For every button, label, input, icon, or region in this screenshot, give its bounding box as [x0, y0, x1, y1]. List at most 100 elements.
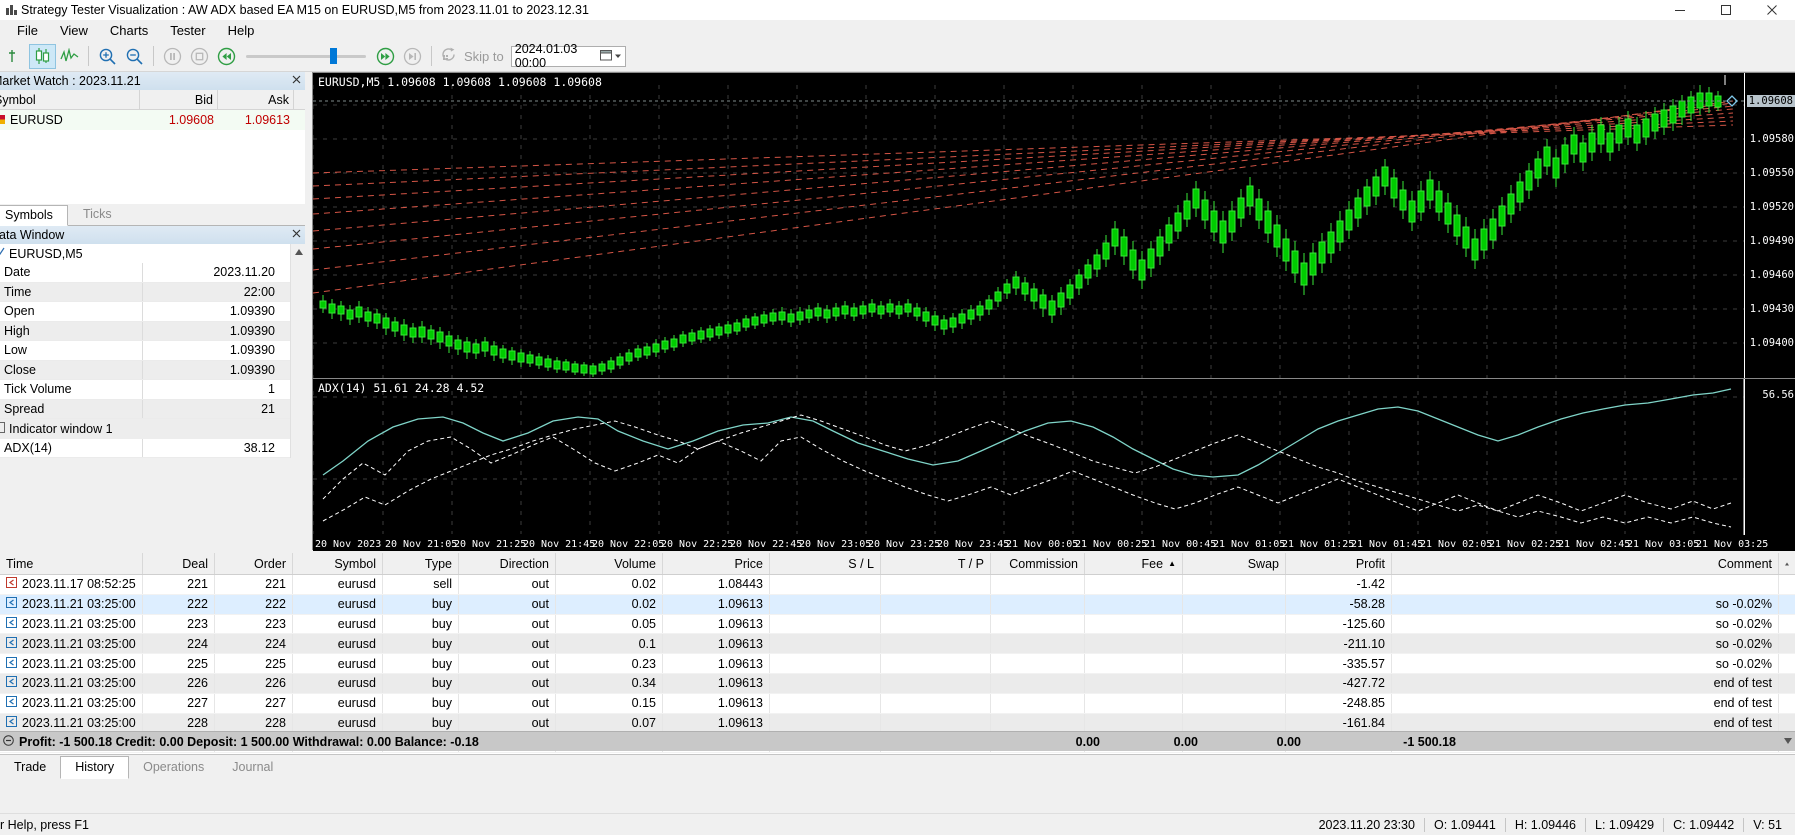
cell-swap	[1183, 614, 1286, 634]
cell-fee	[1085, 575, 1183, 594]
cell-price: 1.09613	[663, 634, 770, 654]
column-header-profit[interactable]: Profit	[1286, 553, 1392, 574]
column-header-time[interactable]: Time	[0, 553, 143, 574]
stop-icon[interactable]	[186, 44, 213, 69]
speed-slider[interactable]	[246, 46, 366, 66]
minimize-button[interactable]	[1657, 0, 1703, 20]
table-row[interactable]: 2023.11.21 03:25:00 227 227 eurusd buy out 0.1…	[0, 693, 1795, 714]
table-scrollbar-track[interactable]	[1779, 615, 1795, 634]
chart-container[interactable]: EURUSD,M5 1.09608 1.09608 1.09608 1.0960…	[312, 72, 1795, 551]
chevron-down-icon[interactable]	[614, 49, 622, 63]
table-scrollbar-track[interactable]	[1779, 694, 1795, 713]
menu-file[interactable]: File	[17, 23, 38, 38]
table-scrollbar-track[interactable]	[1779, 575, 1795, 594]
table-row[interactable]: 2023.11.21 03:25:00 228 228 eurusd buy out 0.0…	[0, 713, 1795, 734]
price-tick: 1.09430	[1749, 303, 1794, 315]
menu-help[interactable]: Help	[227, 23, 255, 38]
column-header-volume[interactable]: Volume	[556, 553, 663, 574]
table-scrollbar-track[interactable]	[1779, 714, 1795, 733]
cell-profit: -248.85	[1286, 693, 1392, 713]
candlestick-chart-icon[interactable]	[29, 43, 56, 69]
zoom-out-icon[interactable]	[121, 44, 148, 69]
table-scrollbar-track[interactable]	[1779, 654, 1795, 673]
column-header-sl[interactable]: S / L	[770, 553, 881, 574]
scroll-up-icon[interactable]	[291, 244, 306, 259]
maximize-button[interactable]	[1703, 0, 1749, 20]
minus-circle-icon[interactable]	[3, 734, 14, 749]
column-header-commission[interactable]: Commission	[991, 553, 1085, 574]
table-row[interactable]: 2023.11.17 08:52:25 221 221 eurusd sell out 0.…	[0, 575, 1795, 595]
data-window-scrollbar[interactable]	[290, 244, 306, 458]
adx-indicator-chart[interactable]: ADX(14) 51.61 24.28 4.52	[313, 378, 1795, 551]
table-row[interactable]: 2023.11.21 03:25:00 225 225 eurusd buy out 0.2…	[0, 654, 1795, 674]
tab-journal[interactable]: Journal	[232, 760, 274, 774]
tab-operations[interactable]: Operations	[143, 760, 205, 774]
skip-to-group: Skip to	[441, 46, 504, 66]
table-row[interactable]: 2023.11.21 03:25:00 224 224 eurusd buy out 0.1…	[0, 634, 1795, 655]
tab-symbols[interactable]: Symbols	[0, 205, 68, 226]
cell-volume: 0.15	[556, 693, 663, 713]
price-chart[interactable]: EURUSD,M5 1.09608 1.09608 1.09608 1.0960…	[313, 73, 1795, 378]
table-scrollbar-track[interactable]	[1779, 634, 1795, 653]
data-row-label: Low	[0, 341, 143, 360]
column-header-comment[interactable]: Comment	[1392, 553, 1779, 574]
close-icon[interactable]	[292, 73, 301, 87]
column-header-type[interactable]: Type	[383, 553, 459, 574]
zoom-in-icon[interactable]	[94, 44, 121, 69]
cell-volume: 0.02	[556, 594, 663, 614]
slider-handle[interactable]	[330, 48, 337, 64]
column-header-swap[interactable]: Swap	[1183, 553, 1286, 574]
step-forward-icon[interactable]	[399, 44, 426, 69]
menu-tester[interactable]: Tester	[170, 23, 206, 38]
table-row[interactable]: 2023.11.21 03:25:00 223 223 eurusd buy out 0.0…	[0, 614, 1795, 635]
tab-history[interactable]: History	[60, 756, 130, 779]
data-window-indicator-group[interactable]: Indicator window 1	[0, 419, 305, 439]
pause-icon[interactable]	[159, 44, 186, 69]
table-row[interactable]: 2023.11.21 03:25:00 226 226 eurusd buy out 0.3…	[0, 673, 1795, 694]
crosshair-tool-icon[interactable]	[2, 44, 29, 69]
cell-direction: out	[459, 614, 556, 634]
cell-tp	[881, 673, 991, 693]
scroll-down-icon[interactable]	[1784, 737, 1792, 746]
market-watch-empty-area	[0, 130, 305, 204]
column-header-price[interactable]: Price	[663, 553, 770, 574]
close-icon[interactable]	[292, 227, 301, 241]
column-header-symbol[interactable]: Symbol	[293, 553, 383, 574]
tab-trade[interactable]: Trade	[14, 760, 47, 774]
menu-view[interactable]: View	[59, 23, 88, 38]
cell-commission	[991, 614, 1085, 634]
table-scrollbar-track[interactable]	[1779, 674, 1795, 693]
close-button[interactable]	[1749, 0, 1795, 20]
column-header-ask[interactable]: Ask	[218, 90, 294, 109]
cell-commission	[991, 654, 1085, 673]
data-window-title-bar: Data Window	[0, 226, 305, 244]
column-header-direction[interactable]: Direction	[459, 553, 556, 574]
column-header-symbol[interactable]: Symbol	[0, 90, 140, 109]
table-row[interactable]: 2023.11.21 03:25:00 222 222 eurusd buy out 0.0…	[0, 594, 1795, 615]
data-window-symbol-group[interactable]: EURUSD,M5	[0, 244, 305, 263]
cell-profit: -335.57	[1286, 654, 1392, 673]
menu-charts[interactable]: Charts	[109, 23, 149, 38]
column-header-bid[interactable]: Bid	[140, 90, 218, 109]
skip-to-datetime-input[interactable]: 2024.01.03 00:00	[510, 42, 626, 70]
table-scrollbar-track[interactable]	[1779, 595, 1795, 614]
line-chart-icon[interactable]	[56, 44, 83, 69]
chart-glyph-icon	[0, 247, 5, 261]
data-row: Date 2023.11.20	[0, 263, 305, 283]
rewind-icon[interactable]	[213, 44, 240, 69]
data-row: Tick Volume 1	[0, 380, 305, 400]
fast-forward-icon[interactable]	[372, 44, 399, 69]
calendar-icon[interactable]	[599, 49, 612, 64]
column-header-fee[interactable]: Fee ▲	[1085, 553, 1183, 574]
cell-comment: end of test	[1392, 673, 1779, 693]
cell-fee	[1085, 693, 1183, 713]
column-header-deal[interactable]: Deal	[143, 553, 215, 574]
tab-ticks[interactable]: Ticks	[82, 207, 112, 221]
data-row-label: Date	[0, 263, 143, 282]
adx-chart-canvas	[313, 379, 1795, 551]
market-watch-row[interactable]: EURUSD 1.09608 1.09613	[0, 110, 305, 130]
history-table-body: 2023.11.17 08:52:25 221 221 eurusd sell out 0.…	[0, 575, 1795, 754]
column-header-tp[interactable]: T / P	[881, 553, 991, 574]
scroll-up-icon[interactable]	[1779, 553, 1795, 574]
column-header-order[interactable]: Order	[215, 553, 293, 574]
